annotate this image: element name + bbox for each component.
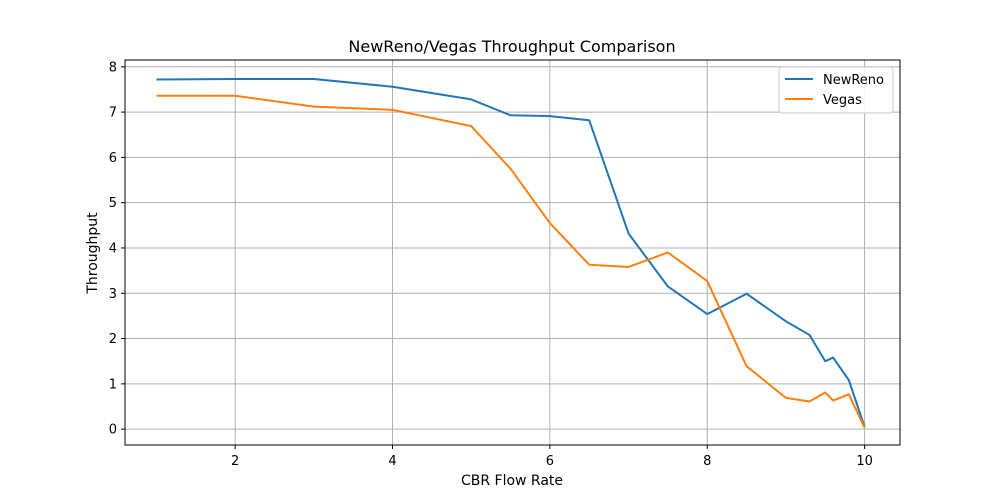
grid-lines xyxy=(125,60,900,445)
x-axis-label: CBR Flow Rate xyxy=(461,473,563,489)
y-tick-label: 2 xyxy=(109,332,117,347)
plot-area-frame xyxy=(124,59,901,446)
legend: NewReno Vegas xyxy=(778,66,894,114)
x-tick-label: 6 xyxy=(546,454,554,469)
legend-label-vegas: Vegas xyxy=(823,93,862,108)
y-tick-label: 6 xyxy=(109,151,117,166)
series-lines xyxy=(156,78,866,429)
x-tick-label: 8 xyxy=(703,454,711,469)
x-tick-label: 2 xyxy=(231,454,239,469)
y-tick-label: 1 xyxy=(109,377,117,392)
series-line-vegas xyxy=(156,94,866,429)
axis-ticks: 2 4 6 8 10 0 1 2 3 4 5 6 7 8 xyxy=(109,60,873,469)
y-tick-label: 7 xyxy=(109,106,117,121)
x-tick-label: 10 xyxy=(856,454,873,469)
chart-title: NewReno/Vegas Throughput Comparison xyxy=(348,37,675,56)
x-tick-label: 4 xyxy=(388,454,396,469)
legend-label-newreno: NewReno xyxy=(823,73,884,88)
y-tick-label: 5 xyxy=(109,196,117,211)
y-tick-label: 3 xyxy=(109,287,117,302)
y-tick-label: 0 xyxy=(109,423,117,438)
y-tick-label: 4 xyxy=(109,241,117,256)
y-axis-label: Throughput xyxy=(85,212,101,295)
y-tick-label: 8 xyxy=(109,60,117,75)
